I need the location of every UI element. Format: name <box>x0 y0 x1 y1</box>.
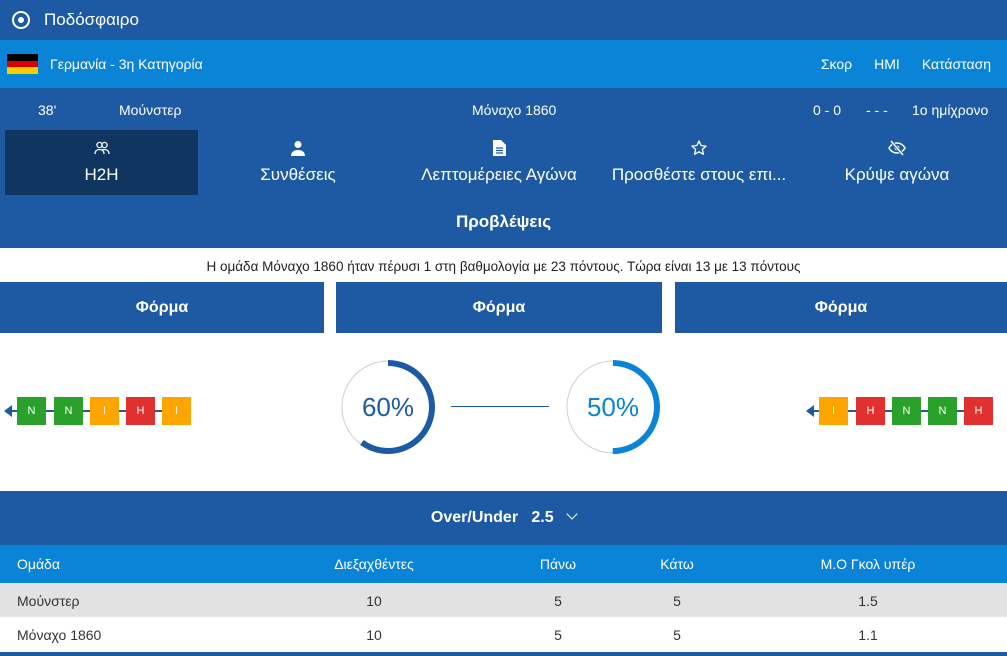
league-name[interactable]: Γερμανία - 3η Κατηγορία <box>50 56 203 72</box>
soccer-ball-icon <box>12 11 30 29</box>
form-header-middle: Φόρμα <box>336 282 662 333</box>
gauge-percent: 60% <box>361 392 415 422</box>
col-avg-goals: Μ.Ο Γκολ υπέρ <box>820 556 916 572</box>
form-badge: Ν <box>928 397 957 425</box>
form-badge: Ι <box>819 397 848 425</box>
tab-add-favorites[interactable]: Προσθέστε στους επι... <box>600 130 798 195</box>
played-value: 10 <box>366 593 382 609</box>
table-bottom-border <box>0 652 1007 656</box>
users-icon <box>5 140 198 160</box>
form-badge: Ν <box>17 397 46 425</box>
team-name: Μούνστερ <box>17 593 80 609</box>
tab-hide-match[interactable]: Κρύψε αγώνα <box>798 130 996 195</box>
avg-goals-value: 1.5 <box>858 593 878 609</box>
avg-goals-value: 1.1 <box>858 627 878 643</box>
form-badge: Η <box>856 397 885 425</box>
over-under-selector[interactable]: Over/Under 2.5 <box>0 491 1007 545</box>
match-row[interactable]: 38' Μούνστερ Μόναχο 1860 0 - 0 - - - 1ο … <box>0 88 1007 130</box>
tab-bar: H2H Συνθέσεις Λεπτομέρειες Αγώνα Προσθέσ… <box>0 130 1007 195</box>
over-value: 5 <box>554 627 562 643</box>
eye-slash-icon <box>798 140 996 160</box>
col-played: Διεξαχθέντες <box>334 556 414 572</box>
document-icon <box>398 140 600 160</box>
status-header: Κατάσταση <box>921 56 991 72</box>
form-header-away: Φόρμα <box>675 282 1007 333</box>
tab-label: Κρύψε αγώνα <box>844 165 950 184</box>
app-header: Ποδόσφαιρο <box>0 0 1007 40</box>
halftime-header: ΗΜΙ <box>874 56 900 72</box>
home-win-gauge: 60% <box>338 357 438 457</box>
table-header: Ομάδα Διεξαχθέντες Πάνω Κάτω Μ.Ο Γκολ υπ… <box>0 545 1007 583</box>
form-header-home: Φόρμα <box>0 282 324 333</box>
tab-lineups[interactable]: Συνθέσεις <box>198 130 398 195</box>
predictions-info: Η ομάδα Μόναχο 1860 ήταν πέρυσι 1 στη βα… <box>206 259 801 274</box>
col-team: Ομάδα <box>17 556 60 572</box>
away-team: Μόναχο 1860 <box>472 102 557 118</box>
app-title: Ποδόσφαιρο <box>44 10 139 29</box>
away-form: Ι Η Ν Ν Η <box>800 396 1000 426</box>
table-row: Μόναχο 1860 10 5 5 1.1 <box>0 617 1007 651</box>
league-bar: Γερμανία - 3η Κατηγορία Σκορ ΗΜΙ Κατάστα… <box>0 40 1007 88</box>
tab-match-details[interactable]: Λεπτομέρειες Αγώνα <box>398 130 600 195</box>
table-row: Μούνστερ 10 5 5 1.5 <box>0 583 1007 617</box>
match-minute: 38' <box>38 102 57 118</box>
under-value: 5 <box>673 627 681 643</box>
gauge-arc <box>341 360 435 454</box>
under-value: 5 <box>673 593 681 609</box>
match-status: 1ο ημίχρονο <box>912 102 989 118</box>
score-header: Σκορ <box>820 56 853 72</box>
form-badge: Ν <box>54 397 83 425</box>
home-form: Ν Ν Ι Η Ι <box>0 396 200 426</box>
away-win-gauge: 50% <box>563 357 663 457</box>
col-over: Πάνω <box>539 556 577 572</box>
predictions-title: Προβλέψεις <box>0 195 1007 248</box>
gauge-arc <box>566 360 660 454</box>
over-under-value: 2.5 <box>531 509 554 526</box>
team-name: Μόναχο 1860 <box>17 627 102 643</box>
germany-flag-icon <box>7 54 38 75</box>
tab-label: H2H <box>84 165 119 184</box>
home-team: Μούνστερ <box>119 102 182 118</box>
form-badge: Ι <box>90 397 119 425</box>
form-badge: Η <box>964 397 993 425</box>
over-value: 5 <box>554 593 562 609</box>
chevron-down-icon <box>566 508 578 520</box>
person-icon <box>198 140 398 160</box>
star-icon <box>600 140 798 160</box>
tab-label: Συνθέσεις <box>260 165 336 184</box>
form-badge: Η <box>126 397 155 425</box>
match-score: 0 - 0 <box>813 102 842 118</box>
halftime-score: - - - <box>866 102 888 118</box>
col-under: Κάτω <box>660 556 694 572</box>
over-under-label: Over/Under <box>430 509 519 526</box>
played-value: 10 <box>366 627 382 643</box>
gauge-percent: 50% <box>586 392 640 422</box>
tab-h2h[interactable]: H2H <box>5 130 198 195</box>
tab-label: Προσθέστε στους επι... <box>611 165 787 184</box>
form-badge: Ι <box>162 397 191 425</box>
form-badge: Ν <box>892 397 921 425</box>
tab-label: Λεπτομέρειες Αγώνα <box>421 165 577 184</box>
gauge-connector <box>451 406 549 407</box>
